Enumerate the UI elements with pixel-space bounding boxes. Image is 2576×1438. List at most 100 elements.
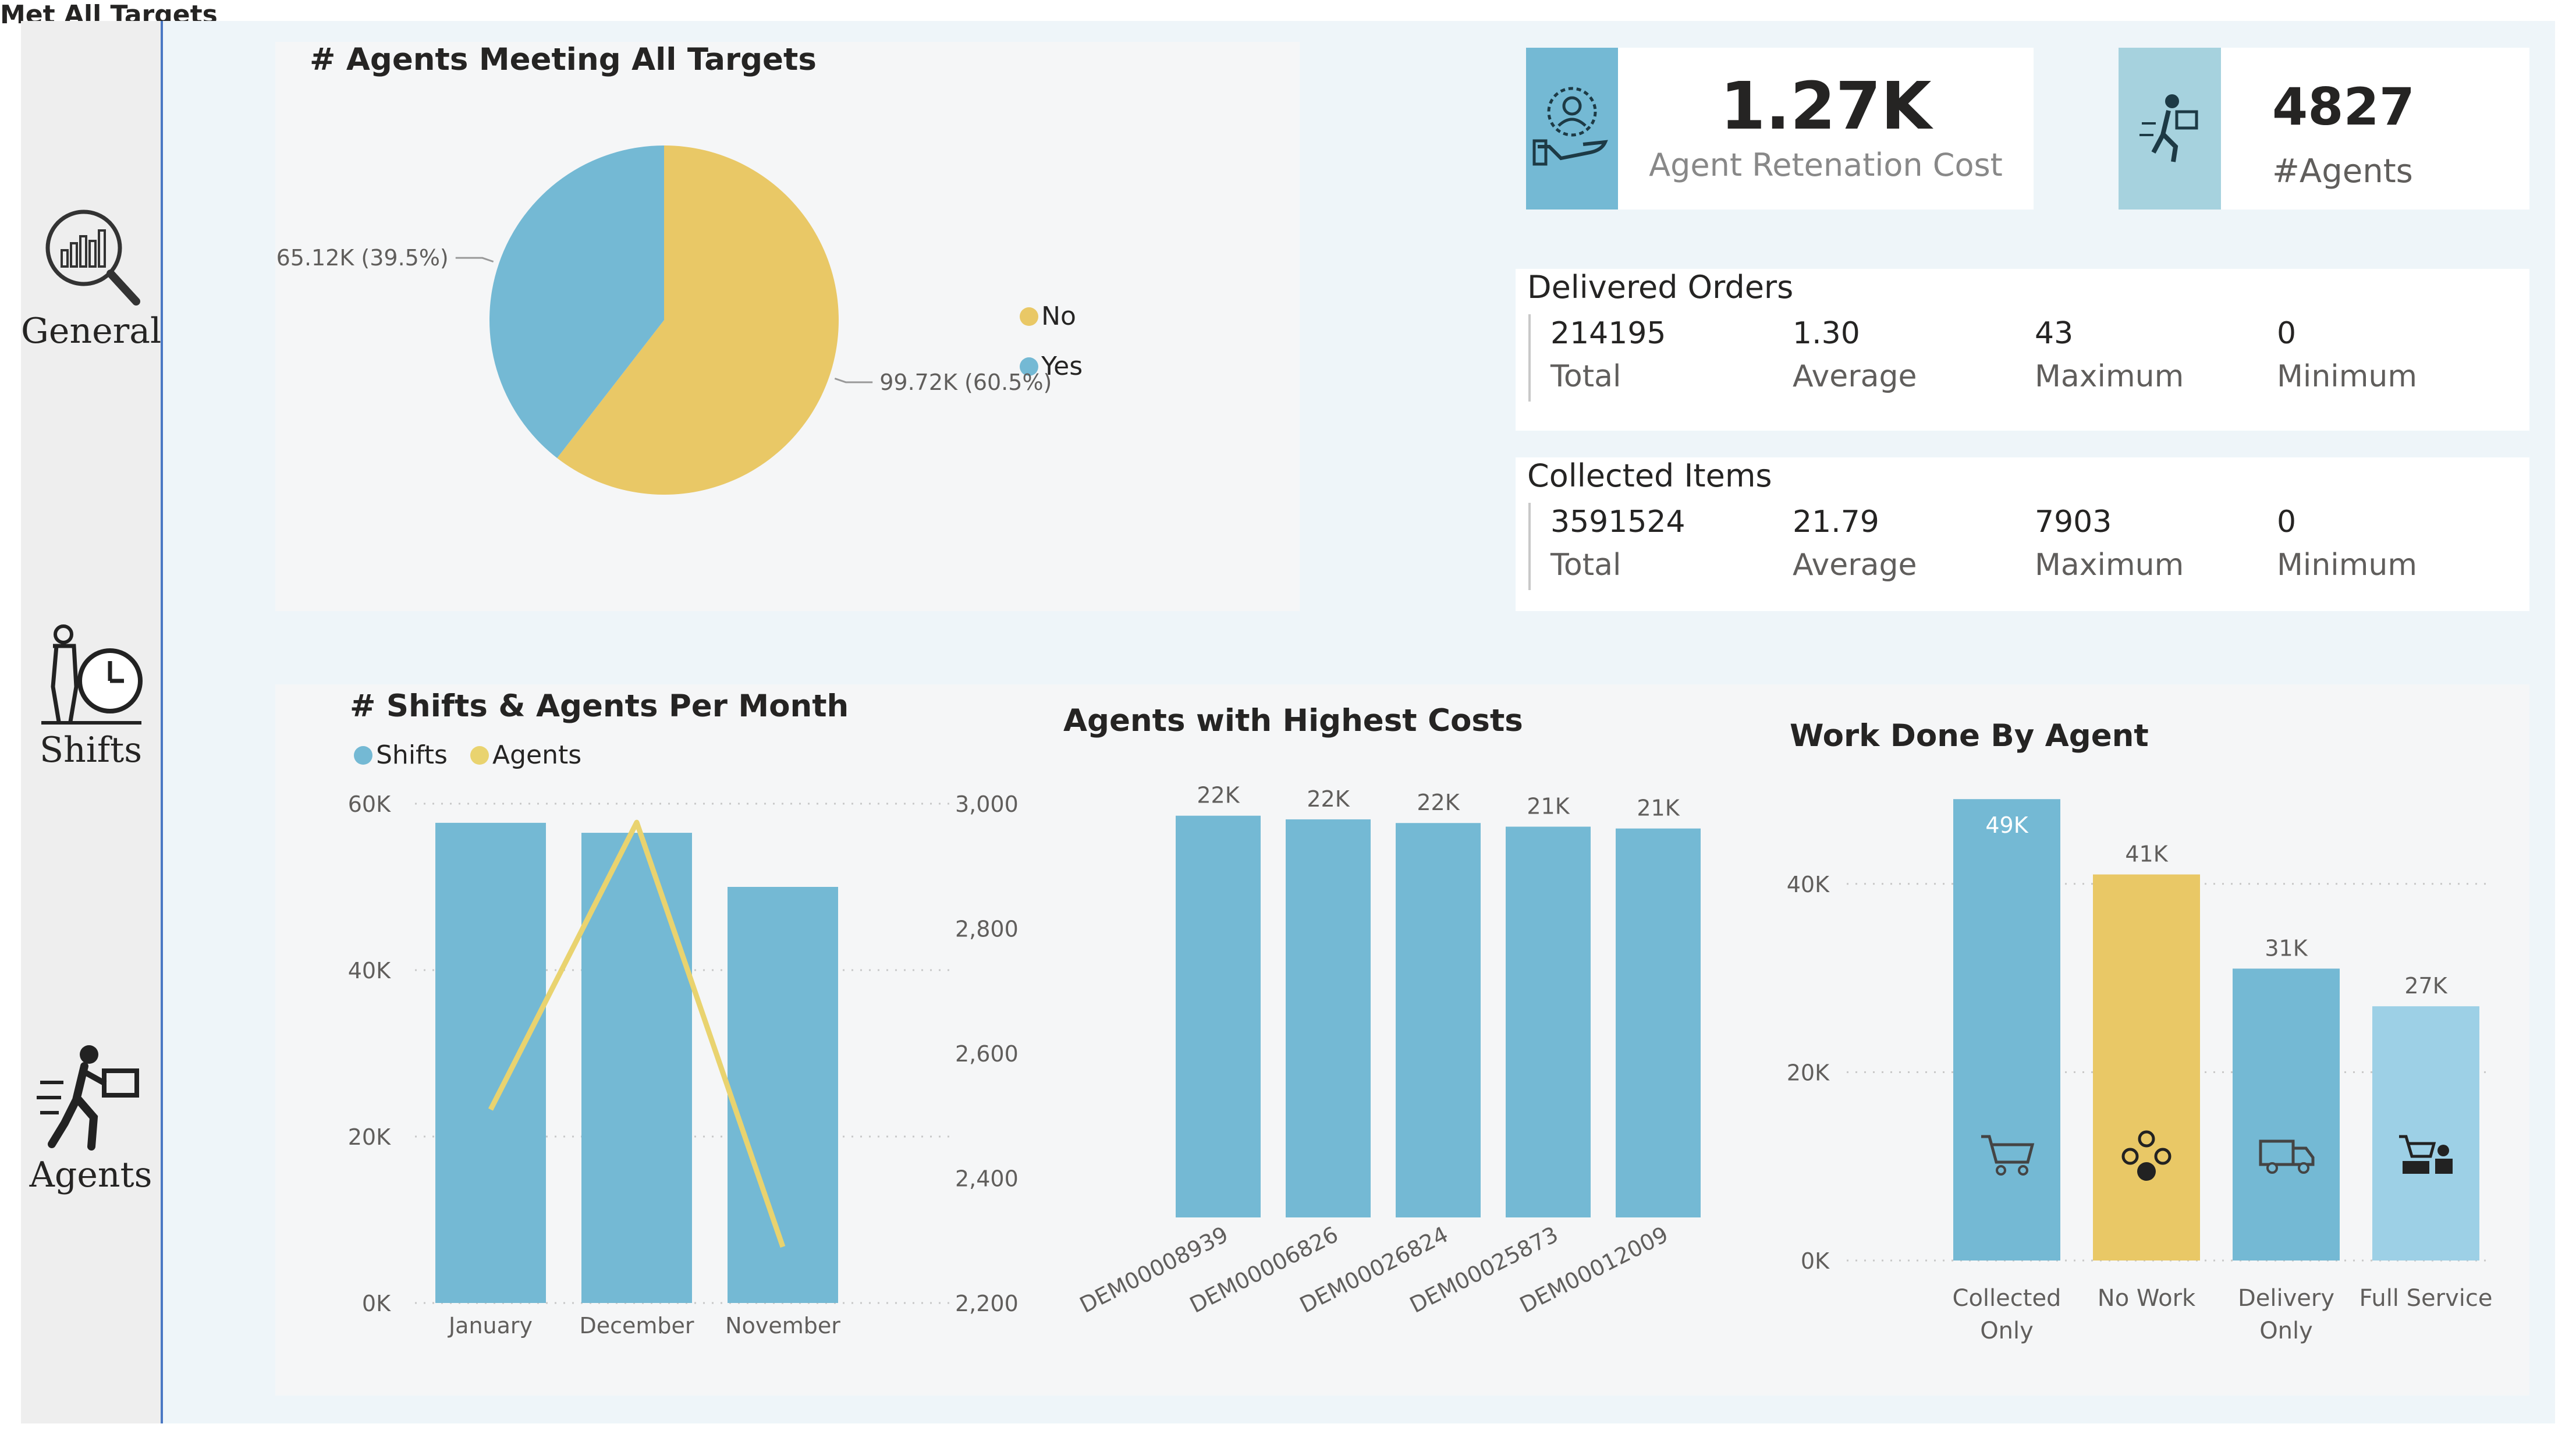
- running-agent-icon: [2139, 94, 2198, 162]
- delivered-total-label: Total: [1550, 359, 1621, 394]
- nav-shifts[interactable]: Shifts: [21, 623, 161, 771]
- group-person-icon: [2121, 1148, 2139, 1165]
- collected-maximum-value: 7903: [2035, 505, 2112, 539]
- delivered-orders-card: Delivered Orders 214195 Total 1.30 Avera…: [1516, 269, 2529, 431]
- truck-wheel-icon: [2298, 1162, 2309, 1174]
- service-truck-icon: [2403, 1161, 2429, 1174]
- cost-data-label-dem00025873: 21K: [1527, 794, 1570, 819]
- pie-chart[interactable]: 99.72K (60.5%) 65.12K (39.5%): [275, 42, 1300, 611]
- cost-bar-dem00008939: [1176, 815, 1261, 1217]
- work-x-label-no-work: No Work: [2098, 1285, 2196, 1312]
- legend-dot-yes: [1020, 357, 1038, 376]
- work-bar-no-work: [2093, 874, 2200, 1261]
- combo-bar-december: [581, 833, 692, 1303]
- service-person-body-icon: [2435, 1159, 2453, 1174]
- delivered-average-label: Average: [1793, 359, 1917, 394]
- combo-x-label-november: November: [725, 1313, 840, 1338]
- pie-slice-no: [557, 145, 839, 495]
- delivered-minimum-value: 0: [2277, 316, 2297, 351]
- delivered-average-value: 1.30: [1793, 316, 1860, 351]
- work-x-label-collected-only-line2: Only: [1980, 1318, 2034, 1344]
- nav-general[interactable]: General: [21, 204, 161, 351]
- combo-right-tick-label: 2,600: [955, 1041, 1019, 1067]
- group-center-icon: [2137, 1162, 2156, 1181]
- work-x-label-full-service: Full Service: [2359, 1285, 2493, 1312]
- retention-label: Agent Retenation Cost: [1649, 147, 2003, 183]
- nav-shifts-label: Shifts: [39, 730, 143, 771]
- collected-average: 21.79 Average: [1793, 500, 1917, 587]
- retention-value: 1.27K: [1720, 69, 1932, 144]
- combo-left-tick-label: 0K: [362, 1291, 391, 1316]
- work-x-label-collected-only-line1: Collected: [1953, 1285, 2061, 1312]
- combo-legend-label-shifts: Shifts: [376, 740, 448, 770]
- work-data-label-full-service: 27K: [2404, 973, 2447, 999]
- delivered-title: Delivered Orders: [1527, 269, 1794, 306]
- legend-dot-no: [1020, 307, 1038, 326]
- collected-maximum-label: Maximum: [2035, 548, 2184, 583]
- pie-title: # Agents Meeting All Targets: [310, 42, 817, 77]
- delivered-minimum-label: Minimum: [2277, 359, 2417, 394]
- combo-right-tick-label: 3,000: [955, 791, 1019, 817]
- delivered-average: 1.30 Average: [1793, 312, 1917, 398]
- cost-bar-dem00026824: [1396, 823, 1481, 1217]
- cost-data-label-dem00012009: 21K: [1637, 796, 1680, 821]
- combo-left-tick-label: 40K: [348, 958, 391, 983]
- nav-agents[interactable]: Agents: [21, 1042, 161, 1195]
- cost-data-label-dem00026824: 22K: [1417, 790, 1460, 815]
- work-bar-collected-only: [1953, 799, 2060, 1261]
- cost-bar-dem00006826: [1286, 819, 1371, 1217]
- delivered-accent-line: [1528, 314, 1531, 402]
- hand-agent-icon: [1532, 87, 1608, 166]
- cost-bar-dem00025873: [1506, 826, 1591, 1217]
- cart-wheel-icon: [1996, 1165, 2006, 1176]
- combo-x-label-december: December: [579, 1313, 694, 1338]
- pie-legend-item-no[interactable]: No: [1020, 301, 1076, 331]
- cart-wheel-icon: [2018, 1165, 2028, 1176]
- pie-slice-yes: [489, 145, 664, 459]
- work-tick-label: 20K: [1787, 1060, 1830, 1085]
- work-data-label-collected-only: 49K: [1985, 812, 2028, 838]
- collected-total-label: Total: [1550, 548, 1621, 583]
- collected-average-label: Average: [1793, 548, 1917, 583]
- pie-leader-no: [834, 377, 873, 384]
- group-person-icon: [2138, 1130, 2155, 1148]
- combo-right-tick-label: 2,400: [955, 1166, 1019, 1192]
- agents-value: 4827: [2272, 77, 2415, 137]
- collected-items-card: Collected Items 3591524 Total 21.79 Aver…: [1516, 457, 2529, 611]
- delivered-maximum-value: 43: [2035, 316, 2074, 351]
- shifts-agents-chart[interactable]: # Shifts & Agents Per Month Shifts Agents 0…: [275, 684, 1049, 1396]
- work-title: Work Done By Agent: [1790, 718, 2149, 754]
- delivery-agent-icon: [37, 1045, 139, 1151]
- pie-data-label-yes: 65.12K (39.5%): [276, 245, 449, 271]
- delivered-total: 214195 Total: [1550, 312, 1666, 398]
- work-x-label-delivery-only-line1: Delivery: [2238, 1285, 2334, 1312]
- highest-costs-chart[interactable]: Agents with Highest Costs22KDEM000089392…: [1049, 684, 1771, 1396]
- work-x-label-delivery-only-line2: Only: [2259, 1318, 2313, 1344]
- retention-card: 1.27K Agent Retenation Cost: [1618, 48, 2034, 210]
- group-person-icon: [2154, 1148, 2171, 1165]
- nav-agents-label: Agents: [29, 1155, 152, 1195]
- collected-total-value: 3591524: [1550, 505, 1686, 539]
- collected-total: 3591524 Total: [1550, 500, 1686, 587]
- work-tick-label: 40K: [1787, 872, 1830, 897]
- combo-bar-november: [728, 887, 838, 1303]
- pie-legend-item-yes[interactable]: Yes: [1020, 351, 1083, 381]
- combo-right-tick-label: 2,800: [955, 917, 1019, 942]
- combo-title: # Shifts & Agents Per Month: [350, 688, 849, 724]
- legend-label-yes: Yes: [1041, 351, 1083, 381]
- combo-left-tick-label: 20K: [348, 1124, 391, 1150]
- cost-data-label-dem00008939: 22K: [1197, 783, 1240, 808]
- combo-x-label-january: January: [448, 1313, 533, 1338]
- magnifier-chart-icon: [45, 210, 140, 306]
- agent-clock-icon: [41, 624, 143, 725]
- cart-icon: [1981, 1135, 2035, 1164]
- service-cart-icon: [2399, 1135, 2436, 1158]
- delivered-total-value: 214195: [1550, 316, 1666, 351]
- cost-bar-dem00012009: [1616, 828, 1701, 1217]
- work-done-chart[interactable]: Work Done By Agent 0K 20K 40K 49K Collected On…: [1771, 684, 2529, 1396]
- work-bar-delivery-only: [2233, 968, 2340, 1261]
- work-tick-label: 0K: [1801, 1248, 1830, 1274]
- combo-left-tick-label: 60K: [348, 791, 391, 817]
- collected-minimum: 0 Minimum: [2277, 500, 2417, 587]
- service-person-head-icon: [2437, 1145, 2449, 1156]
